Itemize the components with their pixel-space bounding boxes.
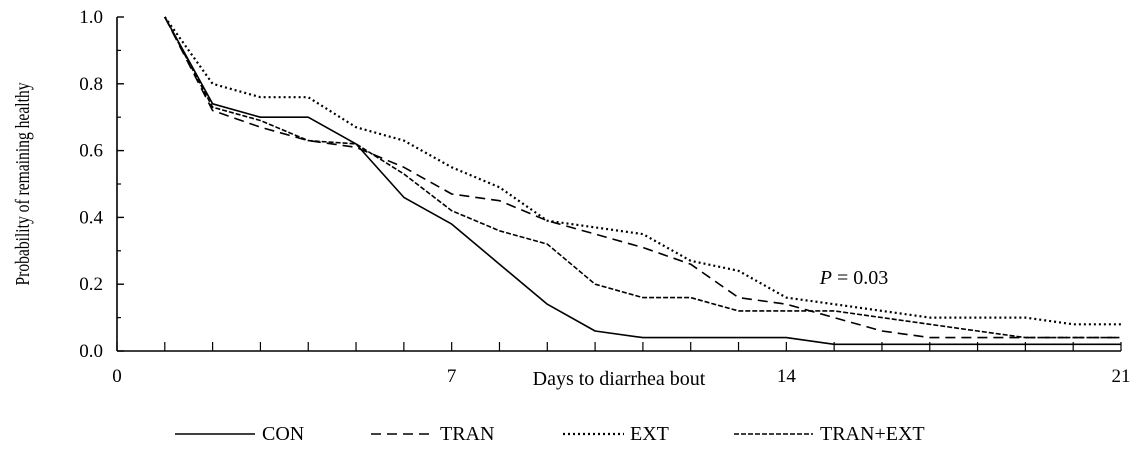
y-axis-title: Probability of remaining healthy: [11, 82, 33, 285]
series-line-con: [164, 16, 1121, 346]
y-tick-label: 1.0: [79, 7, 103, 28]
series-layer: [163, 16, 1121, 346]
legend-label: TRAN: [440, 423, 494, 445]
x-axis-title: Days to diarrhea bout: [533, 368, 706, 390]
x-tick-label: 7: [447, 366, 457, 387]
x-tick-label: 21: [1112, 366, 1131, 387]
y-tick-label: 0.6: [79, 141, 103, 162]
legend-label: TRAN+EXT: [820, 423, 925, 445]
y-tick-label: 0.2: [79, 274, 103, 295]
p-value-text: = 0.03: [832, 267, 888, 289]
series-line-tran-ext: [164, 16, 1121, 339]
series-line-tran: [164, 16, 1121, 339]
x-tick-label: 0: [112, 366, 122, 387]
y-tick-label: 0.4: [79, 207, 103, 228]
p-value-annotation: P = 0.03: [819, 267, 889, 289]
axes: 0.0 0.2 0.4 0.6 0.8 1.0 0 7 14 21: [79, 7, 1130, 387]
p-value-symbol: P: [819, 267, 832, 289]
legend-label: EXT: [630, 423, 669, 445]
x-tick-label: 14: [777, 366, 797, 387]
legend-label: CON: [262, 423, 304, 445]
legend: CON TRAN EXT TRAN+EXT: [175, 423, 925, 445]
series-line-ext: [163, 16, 1121, 326]
y-tick-label: 0.0: [79, 341, 103, 362]
y-tick-label: 0.8: [79, 74, 103, 95]
